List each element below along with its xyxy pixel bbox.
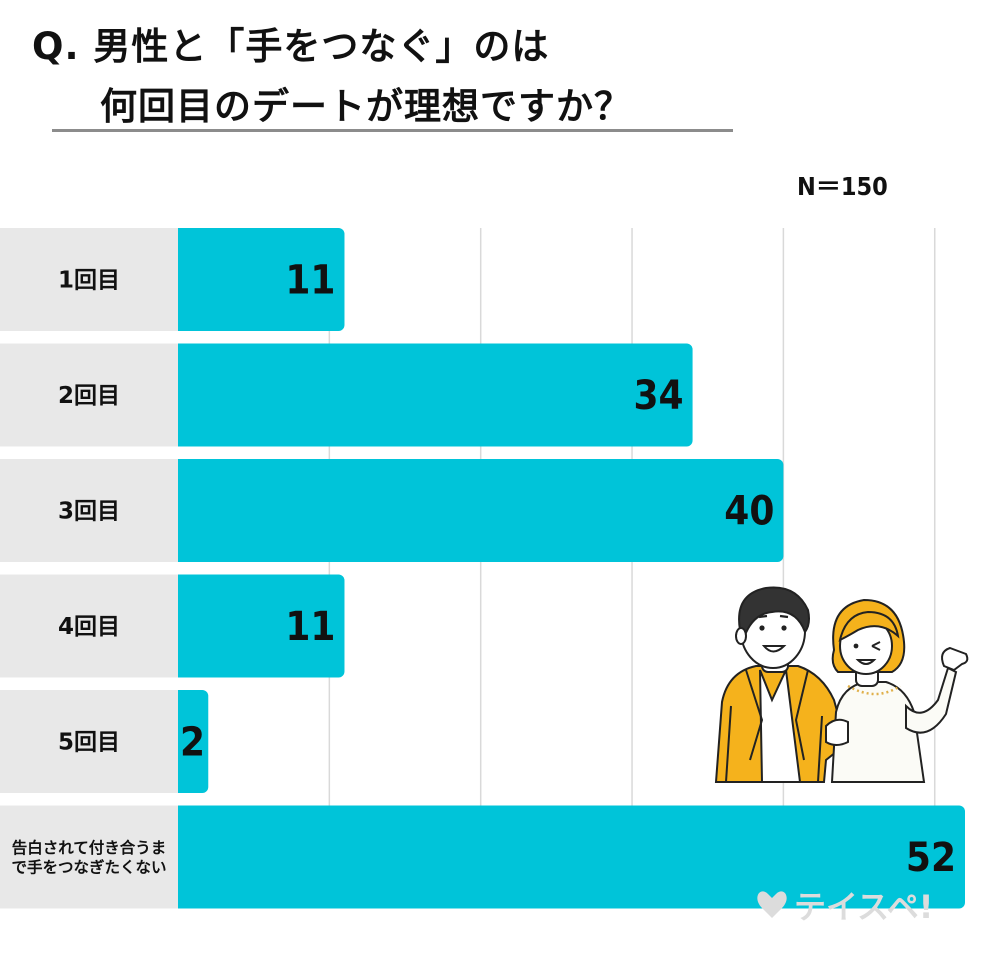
bars: 1回目 11 2回目 34 3回目 40 4回目 11 5回目 2 告白されて付き合うまで手をつなぎ… (0, 228, 965, 909)
category-label: 告白されて付き合うまで手をつなぎたくない (11, 838, 166, 876)
category-label-line: 1回目 (58, 268, 120, 294)
category-label-background (0, 805, 178, 909)
sample-size-label: N＝150 (797, 172, 888, 201)
category-label-background (0, 343, 178, 447)
man-figure (714, 586, 848, 783)
data-label: 11 (285, 258, 335, 304)
chart-title-line-1: Q. 男性と「手をつなぐ」のは (32, 25, 550, 68)
bar-left-edge (178, 574, 186, 678)
category-label-background (0, 690, 178, 793)
woman-figure (825, 598, 969, 783)
couple-illustration (714, 586, 969, 783)
title-underline (52, 129, 733, 132)
data-label: 40 (724, 489, 774, 535)
category-label-background (0, 228, 178, 331)
bar (178, 343, 693, 447)
bar-left-edge (178, 690, 186, 793)
heart-icon (757, 891, 787, 918)
bar (178, 574, 345, 678)
data-label: 34 (633, 373, 683, 419)
bar-left-edge (178, 343, 186, 447)
category-label: 5回目 (58, 730, 120, 756)
category-label: 1回目 (58, 268, 120, 294)
category-label-line: で手をつなぎたくない (11, 858, 166, 877)
category-label-line: 2回目 (58, 383, 120, 409)
data-label: 11 (285, 604, 335, 650)
category-label-line: 5回目 (58, 730, 120, 756)
watermark-text: テイスペ! (794, 888, 933, 926)
bar (178, 805, 965, 909)
category-label-line: 3回目 (58, 499, 120, 525)
category-label-background (0, 574, 178, 678)
category-label: 2回目 (58, 383, 120, 409)
category-label: 4回目 (58, 614, 120, 640)
chart-title-line-2: 何回目のデートが理想ですか？ (100, 85, 632, 128)
bar-left-edge (178, 459, 186, 562)
gridlines (328, 228, 936, 909)
category-label-background (0, 459, 178, 562)
bar-left-edge (178, 805, 186, 909)
category-label-line: 告白されて付き合うま (12, 838, 167, 857)
data-label: 2 (180, 720, 205, 766)
bar (178, 228, 345, 331)
category-label: 3回目 (58, 499, 120, 525)
bar-left-edge (178, 228, 186, 331)
category-label-line: 4回目 (58, 614, 120, 640)
data-label: 52 (906, 835, 956, 881)
bar (178, 459, 784, 562)
watermark-logo: テイスペ! (757, 888, 933, 926)
